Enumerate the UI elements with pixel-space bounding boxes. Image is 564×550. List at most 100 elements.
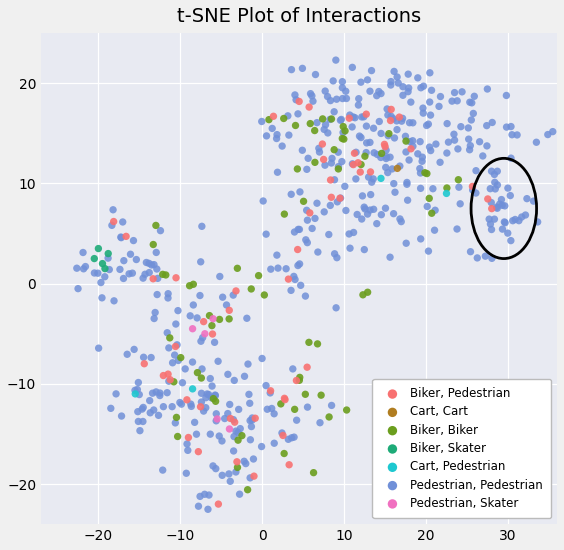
Pedestrian, Pedestrian: [332, 304, 341, 312]
Pedestrian, Pedestrian: [218, 471, 227, 480]
Pedestrian, Pedestrian: [369, 148, 378, 157]
Biker, Pedestrian: [280, 394, 289, 403]
Biker, Biker: [151, 221, 160, 230]
Pedestrian, Pedestrian: [119, 274, 128, 283]
Biker, Pedestrian: [319, 155, 328, 164]
Pedestrian, Pedestrian: [234, 405, 243, 414]
Pedestrian, Pedestrian: [416, 184, 425, 192]
Pedestrian, Pedestrian: [392, 117, 401, 125]
Pedestrian, Pedestrian: [168, 402, 177, 411]
Pedestrian, Pedestrian: [156, 226, 165, 235]
Pedestrian, Pedestrian: [503, 229, 512, 238]
Biker, Pedestrian: [366, 168, 375, 177]
Pedestrian, Pedestrian: [481, 252, 490, 261]
Pedestrian, Pedestrian: [372, 219, 381, 228]
Biker, Biker: [290, 405, 299, 414]
Pedestrian, Pedestrian: [390, 134, 399, 142]
Pedestrian, Pedestrian: [386, 253, 395, 262]
Pedestrian, Pedestrian: [262, 381, 271, 390]
Pedestrian, Pedestrian: [96, 278, 105, 287]
Biker, Biker: [310, 158, 319, 167]
Biker, Pedestrian: [122, 232, 131, 241]
Pedestrian, Pedestrian: [443, 119, 452, 128]
Biker, Biker: [339, 122, 348, 131]
Biker, Pedestrian: [214, 500, 223, 509]
Pedestrian, Pedestrian: [104, 254, 113, 262]
Pedestrian, Pedestrian: [323, 129, 332, 138]
Pedestrian, Pedestrian: [429, 184, 438, 193]
Pedestrian, Pedestrian: [493, 167, 502, 175]
Pedestrian, Pedestrian: [145, 268, 154, 277]
Pedestrian, Pedestrian: [332, 95, 341, 103]
Pedestrian, Pedestrian: [263, 405, 272, 414]
Biker, Biker: [276, 399, 285, 408]
Pedestrian, Pedestrian: [224, 470, 233, 478]
Pedestrian, Pedestrian: [354, 94, 363, 103]
Title: t-SNE Plot of Interactions: t-SNE Plot of Interactions: [177, 7, 421, 26]
Pedestrian, Pedestrian: [258, 354, 267, 363]
Pedestrian, Pedestrian: [230, 432, 239, 441]
Biker, Biker: [246, 284, 255, 293]
Pedestrian, Pedestrian: [415, 164, 424, 173]
Pedestrian, Pedestrian: [109, 296, 118, 305]
Pedestrian, Pedestrian: [397, 117, 406, 125]
Pedestrian, Pedestrian: [277, 142, 287, 151]
Pedestrian, Pedestrian: [357, 214, 366, 223]
Pedestrian, Pedestrian: [495, 200, 504, 208]
Pedestrian, Pedestrian: [116, 233, 125, 241]
Pedestrian, Pedestrian: [200, 490, 209, 499]
Biker, Biker: [208, 321, 217, 330]
Pedestrian, Pedestrian: [310, 214, 319, 223]
Pedestrian, Pedestrian: [164, 289, 173, 298]
Pedestrian, Pedestrian: [222, 301, 231, 310]
Pedestrian, Pedestrian: [456, 122, 465, 131]
Pedestrian, Pedestrian: [266, 388, 275, 397]
Pedestrian, Pedestrian: [360, 203, 369, 212]
Pedestrian, Pedestrian: [206, 374, 215, 383]
Pedestrian, Pedestrian: [105, 265, 114, 274]
Biker, Pedestrian: [279, 431, 288, 440]
Biker, Biker: [233, 264, 242, 273]
Pedestrian, Pedestrian: [493, 180, 502, 189]
Pedestrian, Pedestrian: [497, 201, 506, 210]
Pedestrian, Pedestrian: [262, 230, 271, 239]
Pedestrian, Pedestrian: [522, 194, 531, 203]
Pedestrian, Pedestrian: [320, 161, 329, 169]
Pedestrian, Pedestrian: [404, 156, 413, 164]
Pedestrian, Pedestrian: [197, 398, 206, 406]
Biker, Pedestrian: [327, 193, 336, 202]
Pedestrian, Pedestrian: [301, 235, 310, 244]
Biker, Pedestrian: [149, 274, 158, 283]
Pedestrian, Pedestrian: [500, 218, 509, 227]
Pedestrian, Pedestrian: [393, 125, 402, 134]
Cart, Pedestrian: [376, 174, 385, 183]
Pedestrian, Pedestrian: [153, 274, 162, 283]
Pedestrian, Pedestrian: [452, 224, 461, 233]
Biker, Biker: [215, 315, 224, 324]
Pedestrian, Pedestrian: [133, 385, 142, 394]
Biker, Biker: [291, 121, 300, 130]
Pedestrian, Pedestrian: [413, 74, 422, 82]
Pedestrian, Pedestrian: [301, 292, 310, 300]
Pedestrian, Pedestrian: [218, 293, 227, 301]
Pedestrian, Pedestrian: [196, 257, 205, 266]
Biker, Pedestrian: [171, 342, 180, 351]
Pedestrian, Pedestrian: [272, 251, 281, 260]
Pedestrian, Pedestrian: [177, 400, 186, 409]
Pedestrian, Pedestrian: [338, 78, 347, 86]
Biker, Pedestrian: [305, 103, 314, 112]
Pedestrian, Pedestrian: [93, 269, 102, 278]
Biker, Pedestrian: [293, 245, 302, 254]
Pedestrian, Pedestrian: [506, 154, 515, 163]
Pedestrian, Pedestrian: [487, 198, 496, 207]
Pedestrian, Pedestrian: [212, 416, 221, 425]
Pedestrian, Pedestrian: [404, 87, 413, 96]
Biker, Biker: [402, 137, 411, 146]
Pedestrian, Pedestrian: [382, 152, 391, 161]
Biker, Biker: [165, 333, 174, 342]
Pedestrian, Pedestrian: [244, 390, 253, 399]
Pedestrian, Pedestrian: [490, 214, 499, 223]
Pedestrian, Pedestrian: [490, 170, 499, 179]
Pedestrian, Pedestrian: [218, 437, 227, 446]
Pedestrian, Pedestrian: [306, 89, 315, 98]
